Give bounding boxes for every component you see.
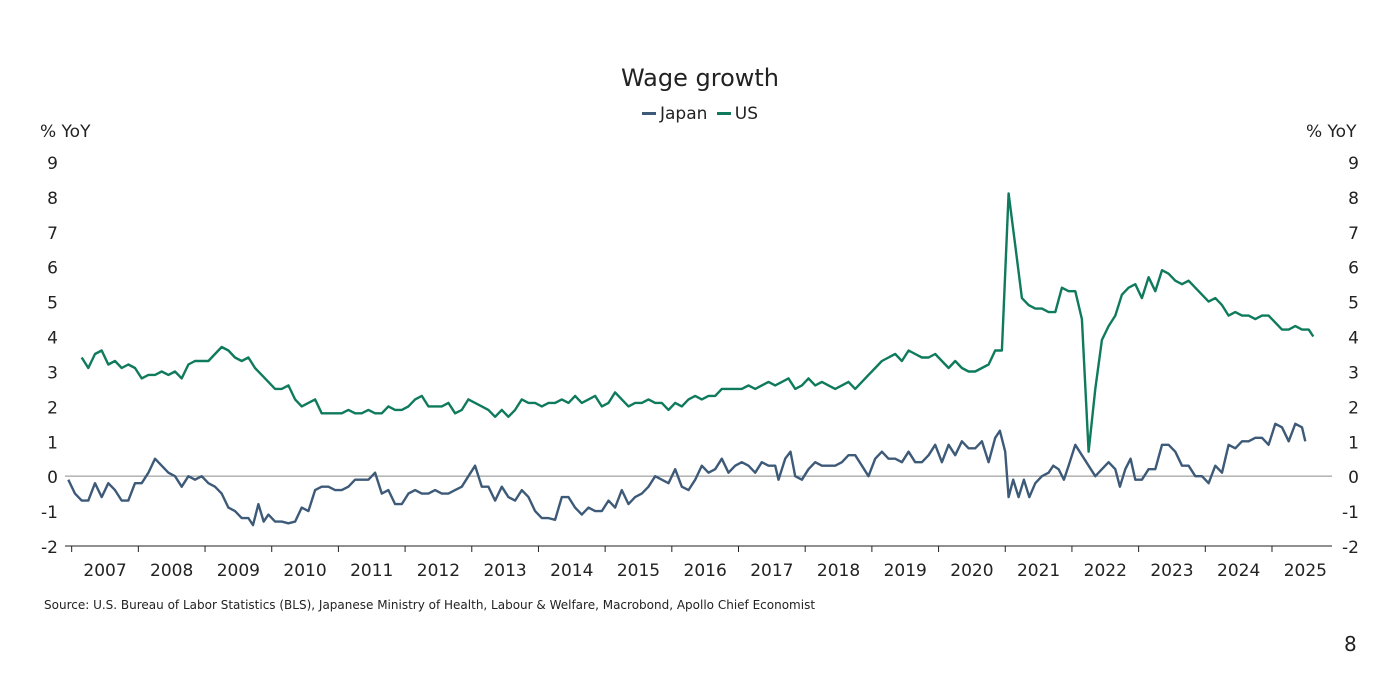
y-tick-label-right: -2: [1342, 538, 1359, 558]
series-line-us: [80, 192, 1315, 453]
x-tick-label: 2016: [684, 561, 727, 581]
x-tick-label: 2014: [550, 561, 593, 581]
legend-swatch-us: [716, 112, 731, 115]
y-axis-unit-right: % YoY: [1306, 122, 1357, 142]
series-layer: [67, 192, 1315, 527]
x-tick-label: 2013: [483, 561, 526, 581]
series-line-japan: [67, 422, 1307, 527]
x-tick-label: 2017: [750, 561, 793, 581]
x-tick-label: 2021: [1017, 561, 1060, 581]
y-tick-label-right: 0: [1348, 468, 1359, 488]
source-note: Source: U.S. Bureau of Labor Statistics …: [44, 598, 816, 612]
x-tick-label: 2023: [1150, 561, 1193, 581]
y-tick-label-right: 3: [1348, 363, 1359, 383]
y-tick-label-left: 1: [47, 433, 58, 453]
x-tick-label: 2009: [217, 561, 260, 581]
y-tick-label-right: 7: [1348, 224, 1359, 244]
x-tick-label: 2022: [1084, 561, 1127, 581]
x-tick-label: 2025: [1284, 561, 1327, 581]
page-number: 8: [1344, 632, 1357, 656]
x-tick-label: 2024: [1217, 561, 1260, 581]
y-tick-label-left: 3: [47, 363, 58, 383]
x-tick-label: 2019: [884, 561, 927, 581]
x-tick-label: 2011: [350, 561, 393, 581]
legend-label-japan: Japan: [659, 103, 708, 124]
x-tick-label: 2015: [617, 561, 660, 581]
x-tick-label: 2018: [817, 561, 860, 581]
y-tick-label-left: 2: [47, 398, 58, 418]
y-tick-label-left: 9: [47, 154, 58, 174]
x-tick-label: 2010: [283, 561, 326, 581]
axes: -2 -2 -1 -1 0 0 1 1 2 2 3 3 4 4 5 5 6 6 7 7 8 8 9 9 2007 2008 2009…: [41, 154, 1359, 581]
legend-item-japan: Japan: [641, 103, 708, 124]
legend-swatch-japan: [641, 112, 656, 115]
y-tick-label-right: 2: [1348, 398, 1359, 418]
x-tick-label: 2020: [950, 561, 993, 581]
legend-label-us: US: [734, 103, 759, 124]
chart-title: Wage growth: [620, 64, 780, 92]
y-tick-label-right: 4: [1348, 329, 1359, 349]
y-tick-label-left: 6: [47, 259, 58, 279]
x-tick-label: 2008: [150, 561, 193, 581]
y-tick-label-left: -2: [41, 538, 58, 558]
y-tick-label-right: 6: [1348, 259, 1359, 279]
y-tick-label-left: -1: [41, 503, 58, 523]
y-tick-label-right: -1: [1342, 503, 1359, 523]
x-tick-label: 2012: [417, 561, 460, 581]
y-tick-label-left: 4: [47, 329, 58, 349]
y-axis-unit-left: % YoY: [40, 122, 91, 142]
y-tick-label-left: 5: [47, 294, 58, 314]
legend-item-us: US: [716, 103, 759, 124]
y-tick-label-left: 0: [47, 468, 58, 488]
chart-legend: Japan US: [0, 100, 1400, 124]
y-tick-label-left: 8: [47, 189, 58, 209]
y-tick-label-right: 1: [1348, 433, 1359, 453]
y-tick-label-right: 8: [1348, 189, 1359, 209]
y-tick-label-right: 5: [1348, 294, 1359, 314]
y-tick-label-right: 9: [1348, 154, 1359, 174]
x-tick-label: 2007: [83, 561, 126, 581]
y-tick-label-left: 7: [47, 224, 58, 244]
